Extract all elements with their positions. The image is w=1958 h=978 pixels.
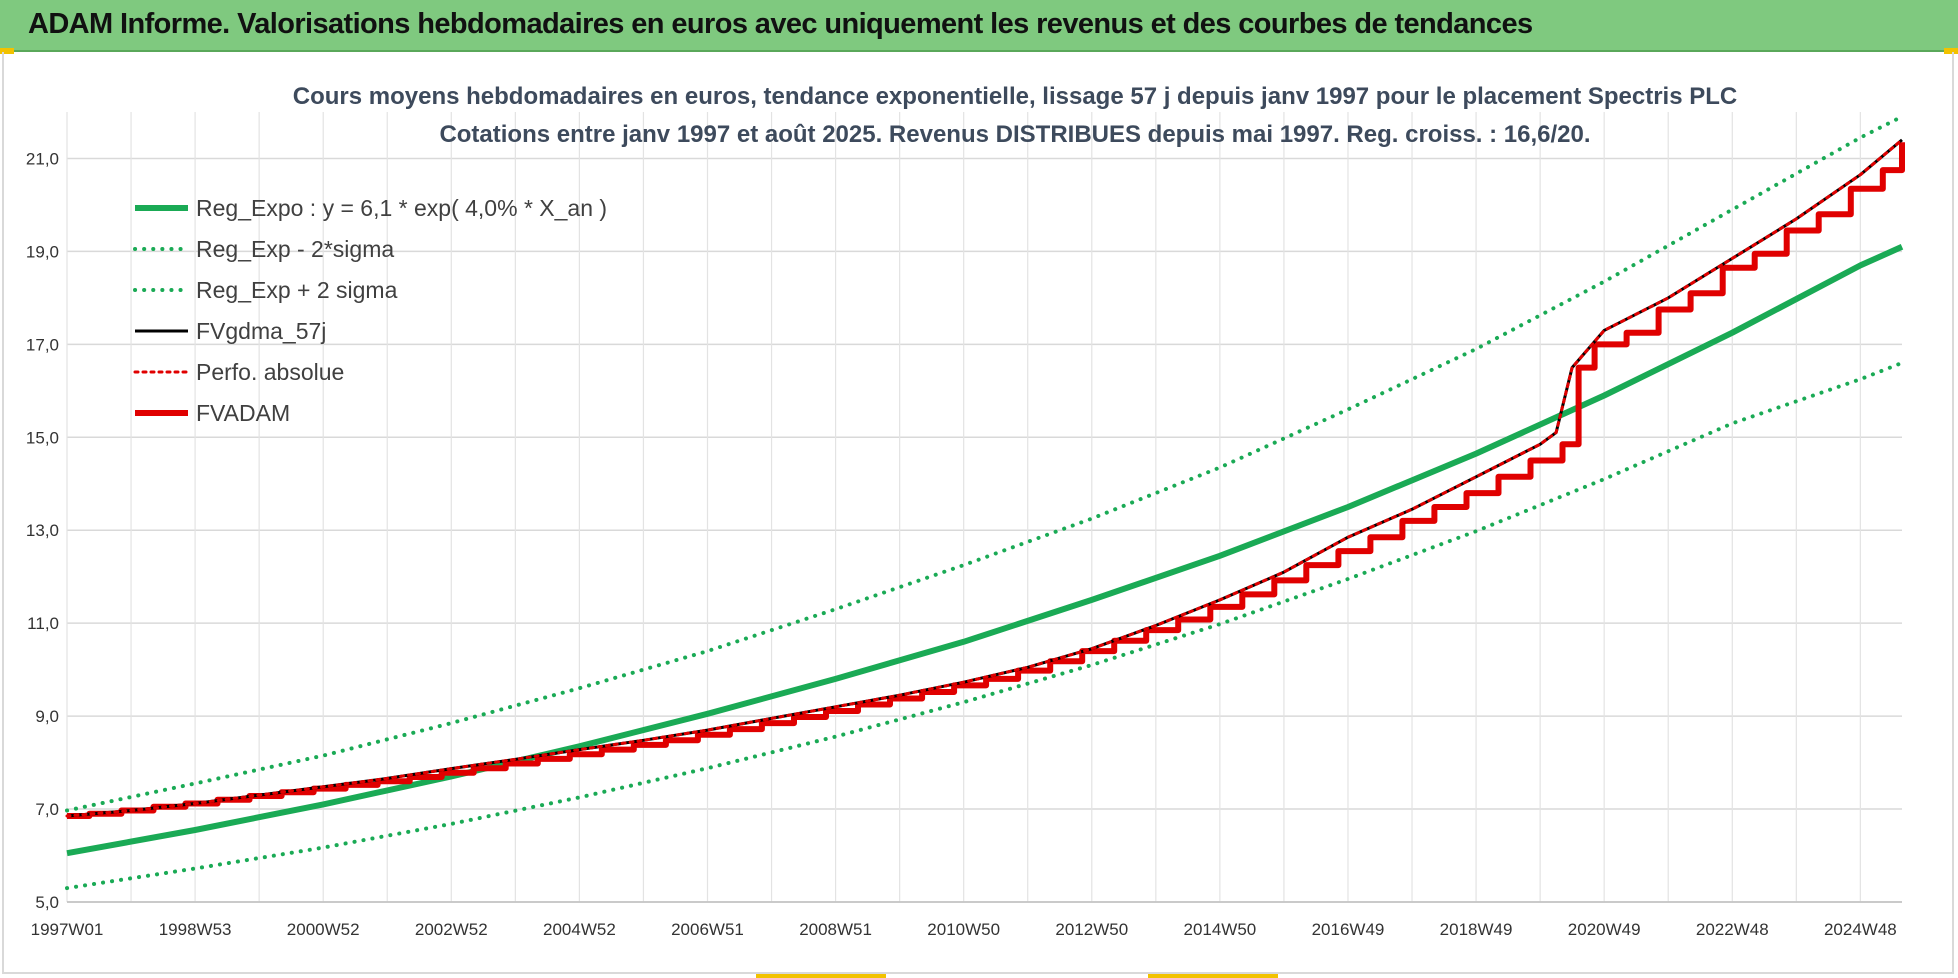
chart-title-line-2: Cotations entre janv 1997 et août 2025. … xyxy=(439,121,1590,148)
x-tick-label: 1997W01 xyxy=(31,920,104,939)
page-banner: ADAM Informe. Valorisations hebdomadaire… xyxy=(0,0,1958,52)
series-fvadam xyxy=(67,142,1905,819)
y-tick-label: 5,0 xyxy=(35,893,59,912)
y-tick-label: 15,0 xyxy=(26,428,59,447)
y-tick-label: 21,0 xyxy=(26,149,59,168)
corner-mark-left xyxy=(0,48,14,54)
bottom-mark-2 xyxy=(1148,973,1278,978)
series-reg-expo xyxy=(66,244,1904,857)
y-tick-label: 11,0 xyxy=(27,614,59,633)
x-tick-label: 1998W53 xyxy=(159,920,232,939)
grid xyxy=(66,112,1902,903)
x-tick-label: 2008W51 xyxy=(799,920,872,939)
series-reg-exp-minus-2sigma xyxy=(65,360,1904,891)
legend-label: FVADAM xyxy=(196,400,290,426)
page-banner-title: ADAM Informe. Valorisations hebdomadaire… xyxy=(28,8,1533,40)
x-tick-label: 2016W49 xyxy=(1312,920,1385,939)
chart-title-line-1: Cours moyens hebdomadaires en euros, ten… xyxy=(293,83,1738,110)
x-tick-label: 2020W49 xyxy=(1568,920,1641,939)
series-layer xyxy=(65,114,1905,891)
corner-mark-right xyxy=(1944,48,1958,54)
y-tick-label: 17,0 xyxy=(26,335,59,354)
y-tick-label: 19,0 xyxy=(26,242,59,261)
bottom-mark-1 xyxy=(756,973,886,978)
x-tick-label: 2010W50 xyxy=(927,920,1000,939)
x-tick-label: 2014W50 xyxy=(1183,920,1256,939)
legend-label: Reg_Exp + 2 sigma xyxy=(196,277,398,303)
series-reg-exp-plus-2sigma xyxy=(65,114,1904,813)
x-tick-label: 2012W50 xyxy=(1055,920,1128,939)
legend-label: Perfo. absolue xyxy=(196,359,344,385)
legend-label: FVgdma_57j xyxy=(196,318,326,344)
x-tick-label: 2022W48 xyxy=(1696,920,1769,939)
x-tick-label: 2018W49 xyxy=(1440,920,1513,939)
chart-frame xyxy=(2,52,1954,974)
y-tick-label: 9,0 xyxy=(35,707,59,726)
x-tick-label: 2004W52 xyxy=(543,920,616,939)
legend-label: Reg_Expo : y = 6,1 * exp( 4,0% * X_an ) xyxy=(196,195,607,221)
y-tick-label: 7,0 xyxy=(35,800,59,819)
x-tick-label: 2000W52 xyxy=(287,920,360,939)
legend: Reg_Expo : y = 6,1 * exp( 4,0% * X_an ) R… xyxy=(133,195,607,426)
x-tick-label: 2024W48 xyxy=(1824,920,1897,939)
legend-label: Reg_Exp - 2*sigma xyxy=(196,236,394,262)
x-tick-label: 2002W52 xyxy=(415,920,488,939)
y-tick-label: 13,0 xyxy=(26,521,59,540)
series-fvgdma-57j xyxy=(66,138,1903,818)
x-tick-label: 2006W51 xyxy=(671,920,744,939)
axes: 5,0 7,0 9,0 11,0 13,0 15,0 17,0 19,0 21,0 1997W01… xyxy=(26,149,1902,939)
